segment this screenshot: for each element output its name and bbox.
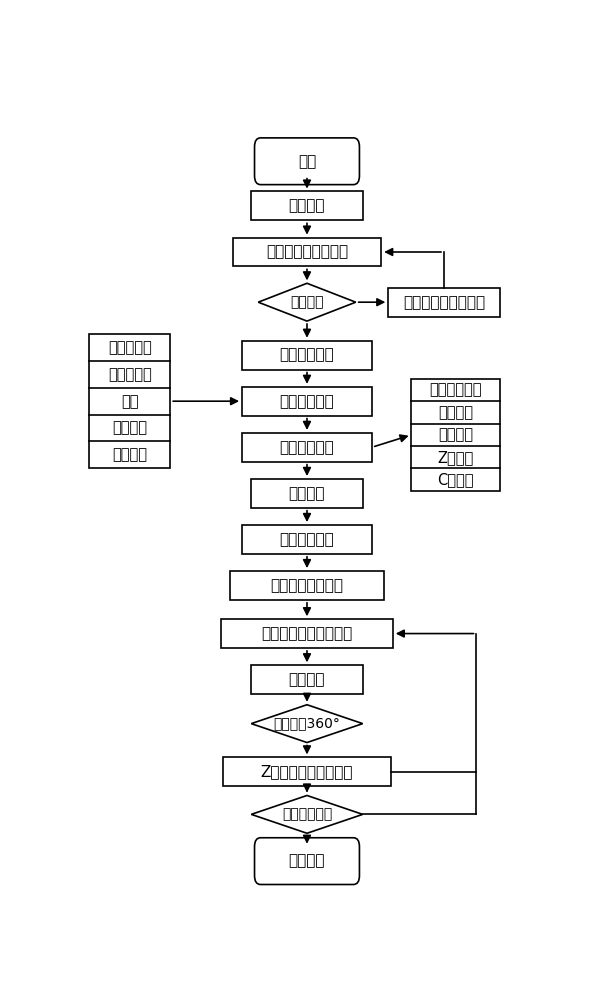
Text: 輺距: 輺距 bbox=[121, 394, 138, 409]
Text: 振镜扫描轨迹调整: 振镜扫描轨迹调整 bbox=[271, 578, 343, 593]
Text: 激光参数: 激光参数 bbox=[438, 427, 473, 442]
Text: 深度是否达到: 深度是否达到 bbox=[282, 807, 332, 821]
FancyBboxPatch shape bbox=[255, 838, 359, 884]
Bar bbox=[252, 479, 363, 508]
Text: 转台旋转360°: 转台旋转360° bbox=[274, 717, 340, 731]
Text: 外輺纹直径: 外輺纹直径 bbox=[108, 367, 152, 382]
Polygon shape bbox=[252, 795, 363, 833]
Text: Z轴上升调整焦点位置: Z轴上升调整焦点位置 bbox=[261, 764, 353, 779]
Text: Z轴轨迹: Z轴轨迹 bbox=[437, 450, 474, 465]
Bar bbox=[231, 571, 383, 600]
Bar bbox=[388, 288, 500, 317]
Text: 生成加工程序: 生成加工程序 bbox=[280, 440, 334, 455]
Text: 使用手动位移台调平: 使用手动位移台调平 bbox=[403, 295, 485, 310]
Bar bbox=[232, 238, 382, 266]
Text: 启动: 启动 bbox=[298, 154, 316, 169]
Bar bbox=[252, 192, 363, 220]
Text: 转台旋转: 转台旋转 bbox=[289, 672, 325, 687]
Text: 是否调平: 是否调平 bbox=[291, 295, 323, 309]
Text: 振镜轨迹: 振镜轨迹 bbox=[438, 405, 473, 420]
Bar bbox=[412, 379, 500, 491]
Bar bbox=[242, 341, 372, 370]
Bar bbox=[89, 334, 170, 468]
Bar bbox=[242, 433, 372, 462]
Bar bbox=[252, 665, 363, 694]
Bar bbox=[221, 619, 393, 648]
Text: 开始加工: 开始加工 bbox=[289, 486, 325, 501]
Text: 扫描振镜进行直线加工: 扫描振镜进行直线加工 bbox=[261, 626, 353, 641]
Bar bbox=[242, 525, 372, 554]
Text: 单槽加工参数: 单槽加工参数 bbox=[429, 383, 482, 398]
Bar bbox=[242, 387, 372, 416]
Polygon shape bbox=[258, 283, 356, 321]
Bar bbox=[223, 757, 391, 786]
Text: 牙型角度: 牙型角度 bbox=[112, 447, 147, 462]
Text: 内輺纹直径: 内輺纹直径 bbox=[108, 340, 152, 355]
Text: 加工结束: 加工结束 bbox=[289, 854, 325, 869]
Text: 焦点位置调整: 焦点位置调整 bbox=[280, 348, 334, 363]
Text: 輺纹牙型: 輺纹牙型 bbox=[112, 420, 147, 436]
Text: 单层扫描加工: 单层扫描加工 bbox=[280, 532, 334, 547]
FancyBboxPatch shape bbox=[255, 138, 359, 185]
Text: 輺纹参数输入: 輺纹参数输入 bbox=[280, 394, 334, 409]
Text: 工件安装: 工件安装 bbox=[289, 198, 325, 213]
Text: 视觉检测、工件调平: 视觉检测、工件调平 bbox=[266, 244, 348, 259]
Text: C轴轨迹: C轴轨迹 bbox=[437, 472, 474, 487]
Polygon shape bbox=[252, 705, 363, 743]
